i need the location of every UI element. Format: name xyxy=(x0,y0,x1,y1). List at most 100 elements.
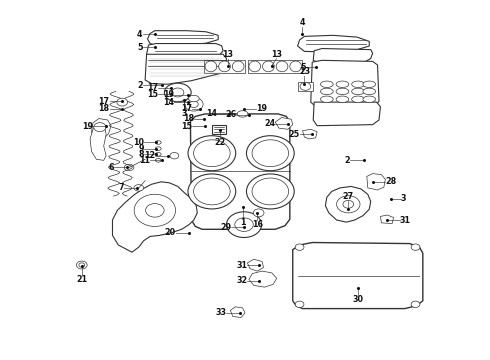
Ellipse shape xyxy=(164,83,191,102)
Text: 18: 18 xyxy=(98,104,110,113)
Text: 30: 30 xyxy=(352,295,364,304)
Ellipse shape xyxy=(235,218,253,231)
Polygon shape xyxy=(92,118,111,141)
Ellipse shape xyxy=(237,111,248,117)
Text: 31: 31 xyxy=(400,216,411,225)
Polygon shape xyxy=(380,215,393,224)
Ellipse shape xyxy=(155,158,161,162)
Ellipse shape xyxy=(252,140,289,167)
Ellipse shape xyxy=(352,96,365,103)
Ellipse shape xyxy=(194,140,230,167)
Ellipse shape xyxy=(276,61,288,72)
Polygon shape xyxy=(313,49,373,64)
Text: 29: 29 xyxy=(220,222,231,231)
Text: 6: 6 xyxy=(109,163,115,172)
Polygon shape xyxy=(248,60,302,73)
Ellipse shape xyxy=(226,212,262,238)
Ellipse shape xyxy=(263,61,274,72)
Polygon shape xyxy=(147,44,223,59)
Polygon shape xyxy=(204,60,245,73)
Ellipse shape xyxy=(124,164,134,171)
Text: 26: 26 xyxy=(225,111,236,120)
Polygon shape xyxy=(230,307,245,318)
Text: 32: 32 xyxy=(236,276,247,285)
Polygon shape xyxy=(249,271,277,287)
Text: 20: 20 xyxy=(165,228,176,237)
Text: 19: 19 xyxy=(163,90,174,99)
Text: 7: 7 xyxy=(119,183,124,192)
Ellipse shape xyxy=(249,61,261,72)
Polygon shape xyxy=(247,259,264,271)
Ellipse shape xyxy=(320,81,333,87)
Ellipse shape xyxy=(246,174,294,209)
Text: 2: 2 xyxy=(344,156,350,165)
Polygon shape xyxy=(313,102,380,126)
Text: 3: 3 xyxy=(181,109,187,118)
Text: 33: 33 xyxy=(216,309,226,318)
Text: 1: 1 xyxy=(240,217,245,226)
Text: 4: 4 xyxy=(137,30,143,39)
Ellipse shape xyxy=(189,95,199,102)
Ellipse shape xyxy=(290,61,301,72)
Text: 17: 17 xyxy=(147,83,158,92)
Ellipse shape xyxy=(76,261,87,269)
Ellipse shape xyxy=(320,88,333,95)
Polygon shape xyxy=(191,114,290,229)
Text: 24: 24 xyxy=(264,119,275,128)
Text: 22: 22 xyxy=(214,138,225,147)
Ellipse shape xyxy=(146,203,164,217)
Text: 3: 3 xyxy=(401,194,406,203)
Ellipse shape xyxy=(134,185,144,191)
Text: 18: 18 xyxy=(183,114,194,123)
Ellipse shape xyxy=(170,153,179,159)
Ellipse shape xyxy=(155,147,161,150)
Text: 14: 14 xyxy=(163,98,174,107)
Text: 2: 2 xyxy=(137,81,143,90)
Ellipse shape xyxy=(352,88,365,95)
Text: 8: 8 xyxy=(138,150,144,159)
Text: 23: 23 xyxy=(299,67,310,76)
Ellipse shape xyxy=(300,82,311,90)
Ellipse shape xyxy=(117,98,127,106)
Text: 27: 27 xyxy=(343,193,354,202)
Ellipse shape xyxy=(411,301,420,307)
Polygon shape xyxy=(297,35,369,52)
Ellipse shape xyxy=(336,88,349,95)
Ellipse shape xyxy=(411,244,420,250)
Text: 19: 19 xyxy=(82,122,93,131)
Ellipse shape xyxy=(343,201,354,208)
Ellipse shape xyxy=(363,96,375,103)
Text: 13: 13 xyxy=(222,50,233,59)
Text: 16: 16 xyxy=(252,220,263,229)
Ellipse shape xyxy=(188,136,236,171)
Text: 17: 17 xyxy=(98,97,110,106)
Polygon shape xyxy=(302,129,317,139)
Text: 25: 25 xyxy=(289,130,299,139)
Ellipse shape xyxy=(155,141,161,144)
Polygon shape xyxy=(367,174,385,190)
Text: 12: 12 xyxy=(144,151,155,160)
Ellipse shape xyxy=(253,209,264,217)
Ellipse shape xyxy=(320,96,333,103)
Polygon shape xyxy=(293,243,423,309)
Ellipse shape xyxy=(363,88,375,95)
Ellipse shape xyxy=(79,263,85,267)
Ellipse shape xyxy=(94,123,106,132)
Polygon shape xyxy=(275,117,293,129)
Ellipse shape xyxy=(205,61,217,72)
Text: 15: 15 xyxy=(181,122,193,131)
Polygon shape xyxy=(311,60,379,108)
Ellipse shape xyxy=(295,244,304,250)
Text: 17: 17 xyxy=(181,104,193,113)
Text: 28: 28 xyxy=(385,177,396,186)
Ellipse shape xyxy=(232,61,244,72)
Ellipse shape xyxy=(352,81,365,87)
Ellipse shape xyxy=(134,194,175,226)
Polygon shape xyxy=(297,82,313,91)
Ellipse shape xyxy=(194,178,230,205)
Ellipse shape xyxy=(337,196,360,213)
Polygon shape xyxy=(147,31,218,45)
Text: 31: 31 xyxy=(237,261,247,270)
Ellipse shape xyxy=(185,98,203,111)
Polygon shape xyxy=(90,125,106,160)
